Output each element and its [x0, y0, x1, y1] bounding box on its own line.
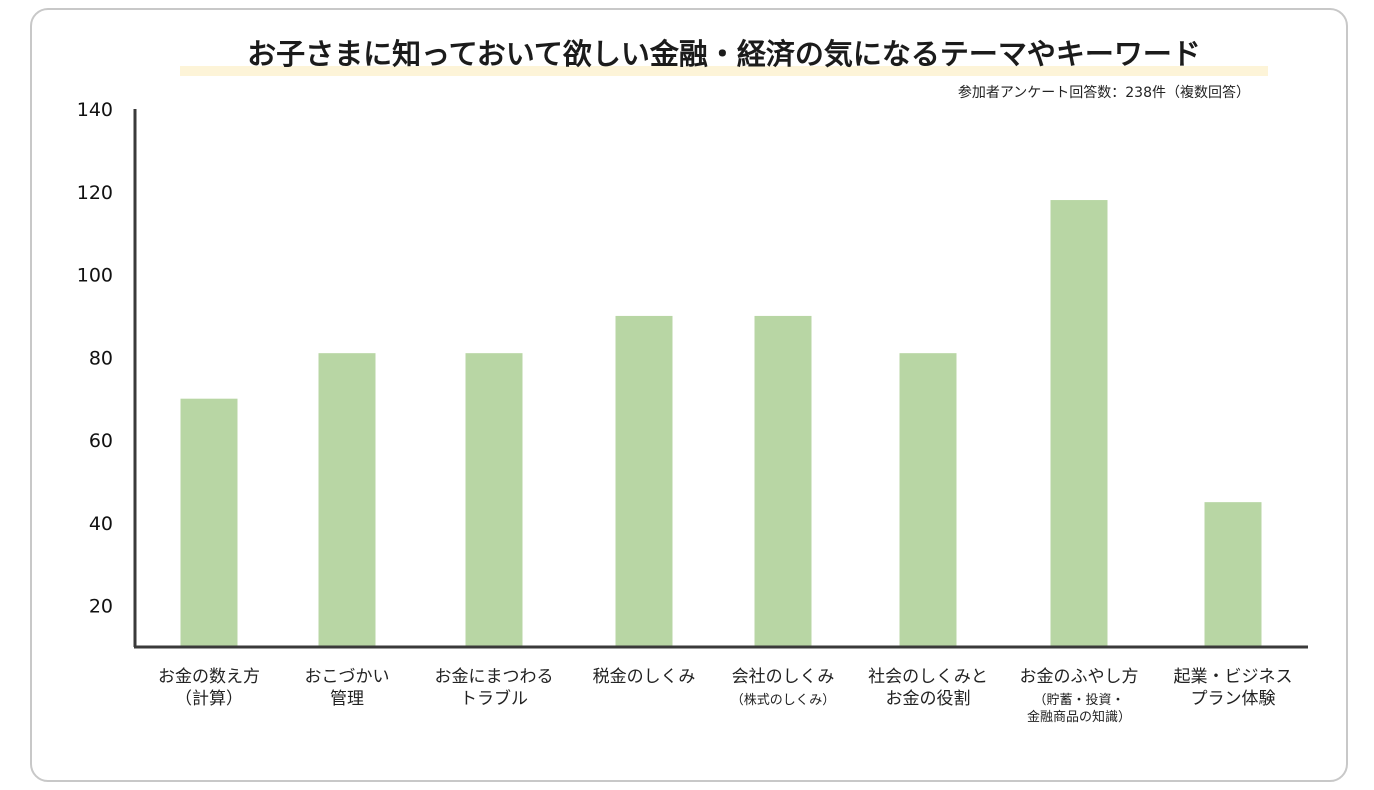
chart-title: お子さまに知っておいて欲しい金融・経済の気になるテーマやキーワード [247, 37, 1201, 71]
x-tick-label: （株式のしくみ） [731, 693, 836, 708]
bar [754, 315, 812, 647]
y-tick-label: 60 [89, 430, 113, 452]
x-tick-label: 起業・ビジネス [1174, 667, 1293, 687]
x-tick-label: 金融商品の知識） [1027, 709, 1131, 725]
y-tick-label: 120 [77, 182, 113, 204]
x-tick-label: 会社のしくみ [732, 667, 835, 687]
x-tick-label: プラン体験 [1191, 689, 1276, 709]
x-tick-label: （計算） [175, 689, 243, 709]
y-tick-label: 140 [77, 99, 113, 121]
bar [899, 353, 957, 647]
y-tick-label: 100 [77, 265, 113, 287]
bar [465, 353, 523, 647]
chart-subtitle: 参加者アンケート回答数：238件（複数回答） [957, 85, 1250, 101]
x-tick-label: 社会のしくみと [868, 667, 988, 687]
bar [1050, 200, 1108, 648]
y-tick-label: 40 [89, 513, 113, 535]
title-block: お子さまに知っておいて欲しい金融・経済の気になるテーマやキーワード [180, 32, 1268, 78]
bar [318, 353, 376, 647]
x-tick-label: （貯蓄・投資・ [1033, 692, 1124, 708]
x-tick-label: お金にまつわる [435, 667, 554, 687]
x-tick-label: お金の役割 [886, 689, 971, 709]
x-tick-label: トラブル [460, 688, 528, 709]
bar [615, 315, 673, 647]
bar [1204, 502, 1262, 647]
title-highlight [180, 66, 1268, 76]
bar [180, 398, 238, 647]
x-tick-label: お金の数え方 [158, 667, 260, 687]
y-tick-label: 20 [89, 596, 113, 618]
chart-frame [30, 8, 1348, 782]
x-tick-label: 管理 [330, 689, 364, 709]
x-tick-label: おこづかい [305, 667, 390, 687]
x-tick-label: お金のふやし方 [1020, 667, 1139, 687]
y-tick-label: 80 [89, 347, 113, 369]
x-tick-label: 税金のしくみ [593, 667, 696, 687]
